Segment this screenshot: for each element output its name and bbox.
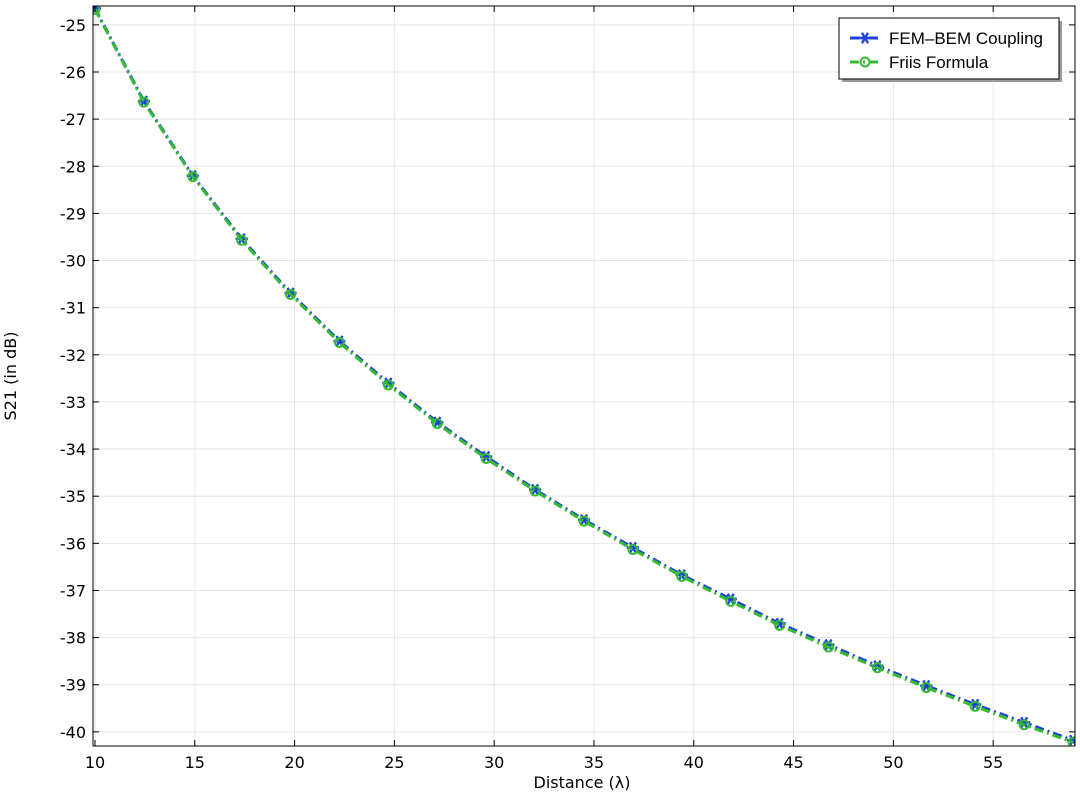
y-tick-label: -39 xyxy=(60,676,86,695)
x-tick-label: 45 xyxy=(783,753,803,772)
data-point-circle xyxy=(676,570,688,582)
data-point-circle xyxy=(93,6,101,15)
x-tick-label: 40 xyxy=(684,753,704,772)
x-tick-label: 55 xyxy=(983,753,1003,772)
data-point-circle xyxy=(578,515,590,527)
series-line xyxy=(93,7,1074,742)
data-point-circle xyxy=(382,379,394,391)
y-tick-label: -27 xyxy=(60,110,86,129)
grid-lines xyxy=(93,6,1075,746)
y-tick-label: -37 xyxy=(60,581,86,600)
x-tick-label: 25 xyxy=(384,753,404,772)
y-axis-title: S21 (in dB) xyxy=(1,332,20,421)
y-tick-label: -35 xyxy=(60,487,86,506)
data-point-circle xyxy=(725,595,737,607)
x-tick-label: 10 xyxy=(85,753,105,772)
data-point-circle xyxy=(480,452,492,464)
x-axis: 10 15 20 25 30 35 40 45 50 55 xyxy=(85,6,1003,772)
data-point-circle xyxy=(529,485,541,497)
legend-swatch-marker xyxy=(859,56,871,68)
data-point-circle xyxy=(138,96,150,108)
series-line xyxy=(93,8,1074,744)
x-tick-label: 15 xyxy=(185,753,205,772)
legend-box xyxy=(838,17,1060,80)
data-point-circle xyxy=(1018,719,1030,731)
data-point-circle xyxy=(236,234,248,246)
series-friis-formula xyxy=(93,6,1075,746)
data-point-circle xyxy=(187,171,199,183)
y-tick-label: -34 xyxy=(60,440,86,459)
y-tick-label: -29 xyxy=(60,204,86,223)
data-point-circle xyxy=(774,619,786,631)
data-point-circle xyxy=(627,543,639,555)
legend-swatch-marker xyxy=(859,32,871,44)
x-axis-title: Distance (λ) xyxy=(534,773,631,792)
series-layer xyxy=(93,6,1075,746)
x-tick-label: 30 xyxy=(484,753,504,772)
y-tick-label: -28 xyxy=(60,157,86,176)
legend-label: Friis Formula xyxy=(889,53,989,72)
data-point-circle xyxy=(823,641,835,653)
legend-label: FEM–BEM Coupling xyxy=(889,29,1043,48)
data-point-circle xyxy=(969,700,981,712)
data-point-circle xyxy=(871,662,883,674)
y-tick-label: -40 xyxy=(60,723,86,742)
data-point-circle xyxy=(285,288,297,300)
x-tick-label: 35 xyxy=(584,753,604,772)
data-point-circle xyxy=(333,337,345,349)
data-point-circle xyxy=(431,418,443,430)
x-tick-label: 20 xyxy=(284,753,304,772)
y-tick-label: -33 xyxy=(60,393,86,412)
data-point-circle xyxy=(1067,736,1075,746)
y-tick-label: -31 xyxy=(60,299,86,318)
y-tick-label: -30 xyxy=(60,252,86,271)
x-tick-label: 50 xyxy=(883,753,903,772)
y-axis: -25 -26 -27 -28 -29 -30 -31 -32 -33 -34 -35 -36 -37 -… xyxy=(60,16,1075,742)
y-tick-label: -32 xyxy=(60,346,86,365)
y-tick-label: -36 xyxy=(60,534,86,553)
y-tick-label: -25 xyxy=(60,16,86,35)
y-tick-label: -26 xyxy=(60,63,86,82)
legend: FEM–BEM Coupling Friis Formula xyxy=(838,17,1062,82)
y-tick-label: -38 xyxy=(60,629,86,648)
plot-area xyxy=(93,6,1075,746)
plot-frame xyxy=(92,5,1076,747)
data-point-circle xyxy=(920,682,932,694)
